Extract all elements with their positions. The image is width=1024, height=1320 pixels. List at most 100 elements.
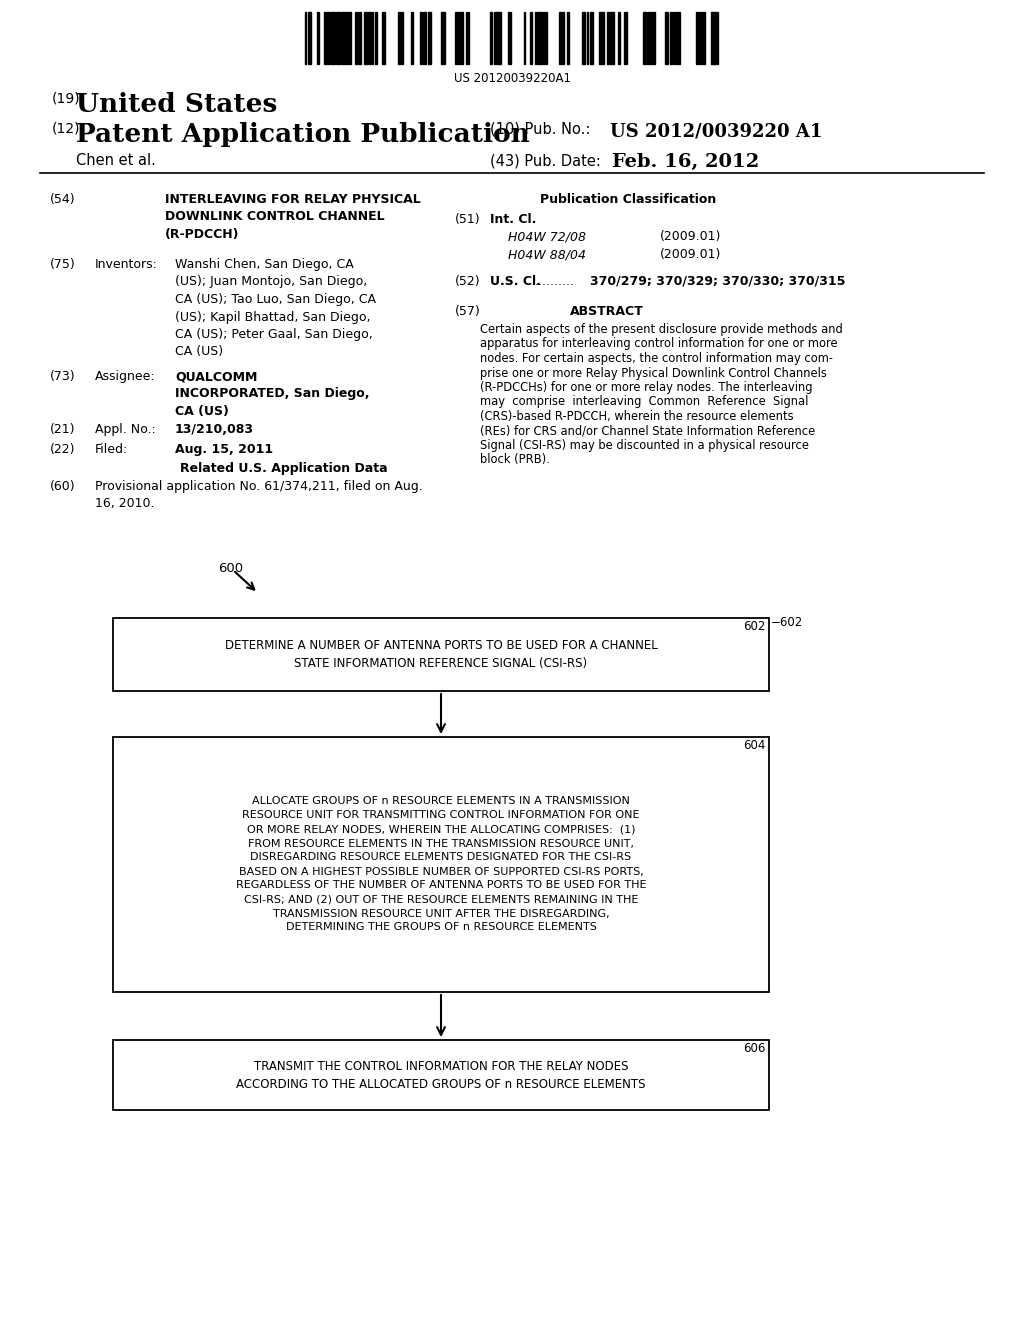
- Text: (52): (52): [455, 275, 480, 288]
- Text: U.S. Cl.: U.S. Cl.: [490, 275, 541, 288]
- Text: nodes. For certain aspects, the control information may com-: nodes. For certain aspects, the control …: [480, 352, 833, 366]
- Bar: [675, 12, 677, 63]
- Bar: [567, 12, 569, 63]
- Bar: [358, 12, 361, 63]
- Bar: [537, 12, 542, 63]
- Bar: [624, 12, 627, 63]
- Text: apparatus for interleaving control information for one or more: apparatus for interleaving control infor…: [480, 338, 838, 351]
- Bar: [398, 12, 403, 63]
- Text: (22): (22): [50, 444, 76, 455]
- Bar: [562, 12, 564, 63]
- Text: 606: 606: [743, 1041, 766, 1055]
- Bar: [348, 12, 351, 63]
- Text: Feb. 16, 2012: Feb. 16, 2012: [612, 153, 759, 172]
- Text: Wanshi Chen, San Diego, CA
(US); Juan Montojo, San Diego,
CA (US); Tao Luo, San : Wanshi Chen, San Diego, CA (US); Juan Mo…: [175, 257, 376, 359]
- Bar: [375, 12, 377, 63]
- Text: (CRS)-based R-PDCCH, wherein the resource elements: (CRS)-based R-PDCCH, wherein the resourc…: [480, 411, 794, 422]
- Text: Related U.S. Application Data: Related U.S. Application Data: [180, 462, 388, 475]
- Text: TRANSMIT THE CONTROL INFORMATION FOR THE RELAY NODES
ACCORDING TO THE ALLOCATED : TRANSMIT THE CONTROL INFORMATION FOR THE…: [237, 1060, 646, 1090]
- Text: (21): (21): [50, 422, 76, 436]
- Text: (54): (54): [50, 193, 76, 206]
- Bar: [336, 12, 341, 63]
- Text: −602: −602: [771, 616, 803, 630]
- Bar: [590, 12, 593, 63]
- Bar: [559, 12, 561, 63]
- Bar: [670, 12, 672, 63]
- Text: (51): (51): [455, 213, 480, 226]
- Bar: [508, 12, 511, 63]
- Bar: [543, 12, 547, 63]
- Bar: [678, 12, 680, 63]
- Bar: [364, 12, 367, 63]
- Text: US 2012/0039220 A1: US 2012/0039220 A1: [610, 121, 822, 140]
- Text: Aug. 15, 2011: Aug. 15, 2011: [175, 444, 273, 455]
- Text: ABSTRACT: ABSTRACT: [570, 305, 644, 318]
- Bar: [423, 12, 426, 63]
- Bar: [490, 12, 492, 63]
- Text: (75): (75): [50, 257, 76, 271]
- Text: (10) Pub. No.:: (10) Pub. No.:: [490, 121, 591, 137]
- Text: Signal (CSI-RS) may be discounted in a physical resource: Signal (CSI-RS) may be discounted in a p…: [480, 440, 809, 451]
- Bar: [317, 12, 319, 63]
- Bar: [700, 12, 702, 63]
- Text: 602: 602: [743, 620, 766, 634]
- Text: Int. Cl.: Int. Cl.: [490, 213, 537, 226]
- Bar: [420, 12, 422, 63]
- Bar: [653, 12, 655, 63]
- Bar: [643, 12, 647, 63]
- Text: Patent Application Publication: Patent Application Publication: [76, 121, 529, 147]
- Text: Provisional application No. 61/374,211, filed on Aug.
16, 2010.: Provisional application No. 61/374,211, …: [95, 480, 423, 511]
- Text: 13/210,083: 13/210,083: [175, 422, 254, 436]
- Bar: [711, 12, 716, 63]
- Bar: [599, 12, 604, 63]
- Text: (57): (57): [455, 305, 480, 318]
- Bar: [382, 12, 385, 63]
- Bar: [428, 12, 431, 63]
- Bar: [324, 12, 329, 63]
- Text: ..........: ..........: [535, 275, 575, 288]
- Text: United States: United States: [76, 92, 278, 117]
- Bar: [368, 12, 371, 63]
- Text: Appl. No.:: Appl. No.:: [95, 422, 156, 436]
- Text: (2009.01): (2009.01): [660, 248, 721, 261]
- Bar: [610, 12, 614, 63]
- Bar: [607, 12, 609, 63]
- Bar: [441, 12, 445, 63]
- Text: Inventors:: Inventors:: [95, 257, 158, 271]
- Text: Filed:: Filed:: [95, 444, 128, 455]
- Text: Certain aspects of the present disclosure provide methods and: Certain aspects of the present disclosur…: [480, 323, 843, 337]
- Bar: [113, 1040, 769, 1110]
- Text: (19): (19): [52, 92, 81, 106]
- Text: (60): (60): [50, 480, 76, 492]
- Bar: [342, 12, 347, 63]
- Bar: [703, 12, 705, 63]
- Bar: [665, 12, 668, 63]
- Text: ALLOCATE GROUPS OF n RESOURCE ELEMENTS IN A TRANSMISSION
RESOURCE UNIT FOR TRANS: ALLOCATE GROUPS OF n RESOURCE ELEMENTS I…: [236, 796, 646, 932]
- Text: DETERMINE A NUMBER OF ANTENNA PORTS TO BE USED FOR A CHANNEL
STATE INFORMATION R: DETERMINE A NUMBER OF ANTENNA PORTS TO B…: [224, 639, 657, 671]
- Text: (43) Pub. Date:: (43) Pub. Date:: [490, 153, 601, 168]
- Bar: [308, 12, 311, 63]
- Text: Publication Classification: Publication Classification: [540, 193, 716, 206]
- Bar: [696, 12, 699, 63]
- Bar: [582, 12, 585, 63]
- Text: H04W 72/08: H04W 72/08: [508, 230, 586, 243]
- Text: INTERLEAVING FOR RELAY PHYSICAL
DOWNLINK CONTROL CHANNEL
(R-PDCCH): INTERLEAVING FOR RELAY PHYSICAL DOWNLINK…: [165, 193, 421, 242]
- Text: Assignee:: Assignee:: [95, 370, 156, 383]
- Text: Chen et al.: Chen et al.: [76, 153, 156, 168]
- Text: QUALCOMM
INCORPORATED, San Diego,
CA (US): QUALCOMM INCORPORATED, San Diego, CA (US…: [175, 370, 370, 418]
- Bar: [496, 12, 501, 63]
- Bar: [460, 12, 463, 63]
- Text: (2009.01): (2009.01): [660, 230, 721, 243]
- Text: may  comprise  interleaving  Common  Reference  Signal: may comprise interleaving Common Referen…: [480, 396, 808, 408]
- Text: H04W 88/04: H04W 88/04: [508, 248, 586, 261]
- Bar: [330, 12, 335, 63]
- Bar: [648, 12, 652, 63]
- Text: 604: 604: [743, 739, 766, 752]
- Text: 600: 600: [218, 562, 243, 576]
- Bar: [618, 12, 620, 63]
- Text: (R-PDCCHs) for one or more relay nodes. The interleaving: (R-PDCCHs) for one or more relay nodes. …: [480, 381, 812, 393]
- Text: 370/279; 370/329; 370/330; 370/315: 370/279; 370/329; 370/330; 370/315: [590, 275, 846, 288]
- Text: (73): (73): [50, 370, 76, 383]
- Bar: [530, 12, 532, 63]
- Text: US 20120039220A1: US 20120039220A1: [454, 73, 570, 84]
